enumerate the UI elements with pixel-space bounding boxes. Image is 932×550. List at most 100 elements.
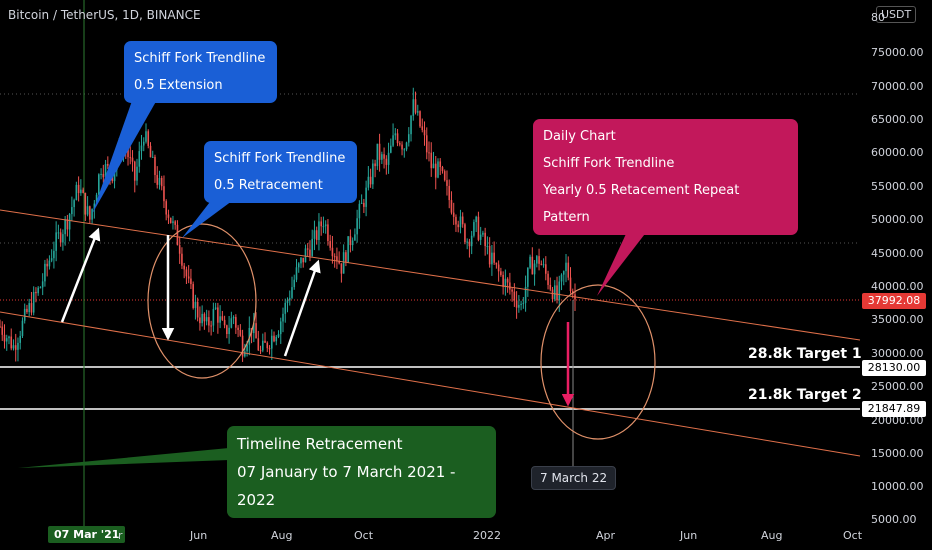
candle-body bbox=[149, 145, 152, 158]
candle-body bbox=[73, 200, 75, 208]
date-badge: 7 March 22 bbox=[531, 466, 617, 490]
x-tick-label: Oct bbox=[843, 529, 863, 542]
candle-body bbox=[154, 156, 156, 176]
candle-body bbox=[394, 133, 397, 136]
candle-body bbox=[304, 248, 307, 263]
candle-body bbox=[5, 338, 8, 342]
candle-body bbox=[221, 316, 224, 320]
candle-body bbox=[91, 209, 93, 220]
candle-body bbox=[374, 163, 376, 167]
candle-body bbox=[329, 241, 331, 248]
candle-body bbox=[12, 345, 15, 349]
candle-body bbox=[26, 308, 28, 313]
candle-body bbox=[46, 263, 48, 267]
candle-body bbox=[270, 335, 273, 349]
candle-body bbox=[551, 289, 554, 300]
up-arrow-2 bbox=[283, 259, 321, 357]
candle-body bbox=[392, 135, 394, 146]
candle-body bbox=[351, 240, 354, 246]
candle-body bbox=[113, 170, 116, 182]
candle-body bbox=[448, 185, 451, 201]
candle-body bbox=[331, 247, 334, 257]
target2-price-tag: 21847.89 bbox=[862, 401, 926, 417]
candle-body bbox=[169, 217, 172, 223]
candle-body bbox=[255, 323, 257, 339]
candle-body bbox=[244, 351, 246, 357]
candle-body bbox=[133, 161, 136, 181]
candle-body bbox=[342, 252, 345, 274]
candle-body bbox=[57, 232, 60, 234]
candle-body bbox=[246, 344, 248, 352]
candle-body bbox=[86, 206, 89, 215]
candle-body bbox=[268, 348, 271, 350]
candle-body bbox=[461, 216, 464, 225]
candle-body bbox=[84, 192, 87, 215]
callout-extension: Schiff Fork Trendline 0.5 Extension bbox=[124, 41, 277, 103]
candle-body bbox=[403, 149, 406, 151]
candle-body bbox=[183, 265, 185, 270]
candle-body bbox=[275, 336, 278, 342]
candle-body bbox=[39, 287, 42, 289]
candle-body bbox=[497, 264, 500, 272]
x-tick-label: Aug bbox=[761, 529, 783, 542]
candle-body bbox=[178, 245, 181, 254]
candle-body bbox=[30, 303, 33, 313]
candle-body bbox=[479, 234, 482, 240]
candle-body bbox=[156, 175, 159, 185]
candle-body bbox=[412, 99, 415, 116]
candle-body bbox=[369, 176, 372, 185]
candle-body bbox=[569, 277, 572, 291]
y-tick-label: 70000.00 bbox=[871, 80, 924, 93]
candle-body bbox=[147, 131, 150, 146]
candle-body bbox=[381, 154, 383, 160]
candle-body bbox=[104, 164, 107, 178]
candle-body bbox=[336, 256, 338, 262]
candle-body bbox=[434, 163, 437, 178]
y-tick-label: 65000.00 bbox=[871, 113, 924, 126]
candle-body bbox=[98, 174, 100, 195]
candle-body bbox=[538, 256, 540, 264]
candle-body bbox=[416, 111, 419, 113]
candle-body bbox=[399, 143, 401, 145]
candle-body bbox=[181, 253, 183, 266]
candle-body bbox=[66, 219, 69, 230]
candle-body bbox=[513, 291, 516, 301]
candle-body bbox=[28, 303, 30, 313]
candle-body bbox=[279, 321, 282, 335]
x-tick-label: Jun bbox=[680, 529, 698, 542]
callout-timeline-pointer bbox=[18, 448, 229, 468]
candle-body bbox=[459, 216, 462, 228]
ellipse-retracement-2022 bbox=[540, 284, 656, 440]
drawing-layer bbox=[0, 98, 861, 468]
candle-body bbox=[53, 250, 55, 259]
candle-body bbox=[500, 271, 502, 275]
candle-body bbox=[226, 325, 228, 335]
candle-body bbox=[165, 201, 168, 215]
candle-body bbox=[457, 224, 460, 228]
candle-body bbox=[176, 224, 179, 246]
callout-retracement-pointer bbox=[182, 198, 236, 238]
candle-body bbox=[158, 177, 161, 185]
candle-body bbox=[10, 336, 13, 349]
candle-body bbox=[32, 291, 35, 313]
candle-body bbox=[185, 269, 188, 277]
candle-body bbox=[529, 256, 531, 268]
candle-body bbox=[556, 285, 558, 301]
candle-body bbox=[383, 154, 385, 159]
candle-body bbox=[502, 274, 504, 287]
pitchfork-lower-line bbox=[0, 311, 861, 457]
currency-selector[interactable]: USDT bbox=[876, 6, 917, 23]
candle-body bbox=[230, 318, 233, 328]
candle-body bbox=[237, 327, 239, 330]
candle-body bbox=[1, 326, 4, 335]
candle-body bbox=[174, 221, 176, 225]
candle-body bbox=[338, 261, 340, 264]
current-price-tag: 37992.08 bbox=[862, 293, 926, 309]
candle-body bbox=[322, 226, 325, 228]
candle-body bbox=[439, 161, 442, 168]
candle-body bbox=[432, 163, 435, 169]
target1-price-tag: 28130.00 bbox=[862, 360, 926, 376]
candle-body bbox=[518, 304, 520, 308]
candle-body bbox=[511, 289, 513, 292]
